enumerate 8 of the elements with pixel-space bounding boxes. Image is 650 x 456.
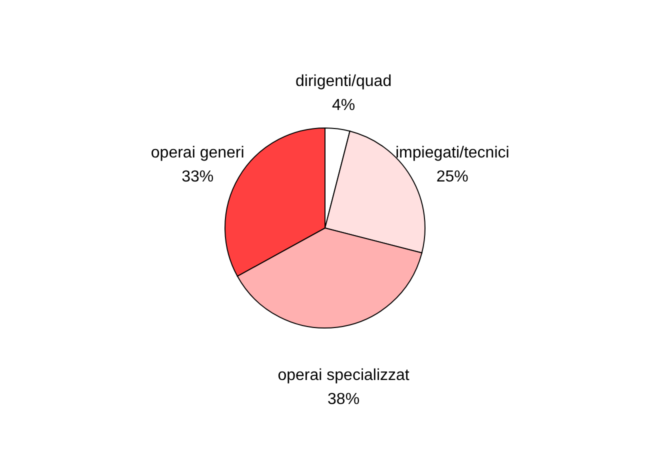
slice-label: operai generi — [150, 144, 244, 162]
data-label: 33% — [182, 168, 214, 186]
data-label: 4% — [332, 97, 356, 114]
slice-label: operai specializzat — [278, 366, 410, 384]
slice-label: impiegati/tecnici — [395, 144, 510, 162]
data-label: 25% — [436, 168, 468, 186]
data-label: 38% — [328, 390, 360, 408]
slice-label: dirigenti/quad — [296, 73, 392, 90]
